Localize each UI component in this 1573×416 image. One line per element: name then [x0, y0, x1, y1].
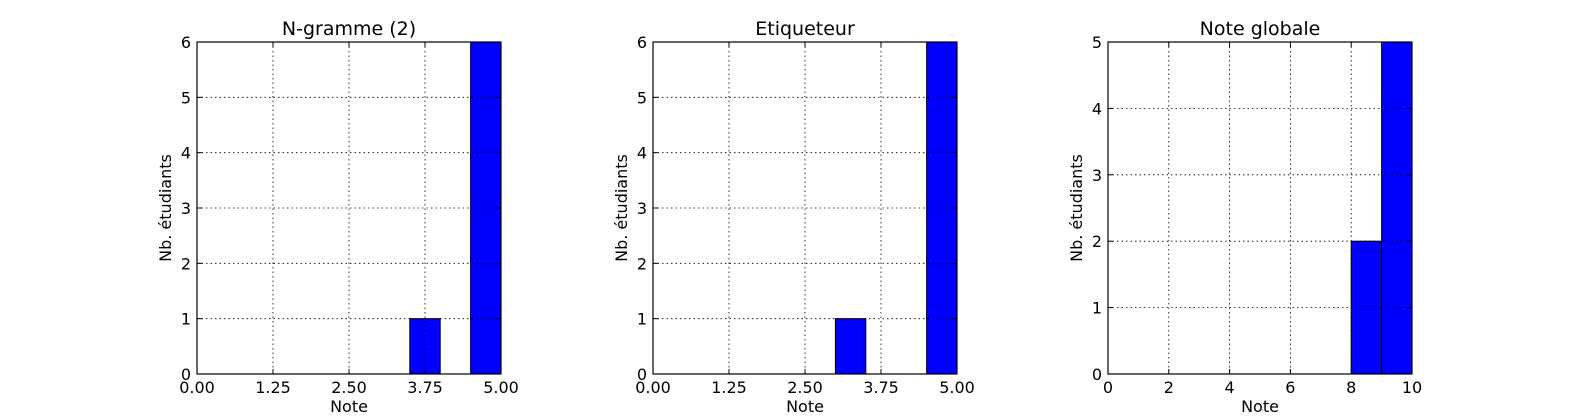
- x-tick-label: 1.25: [711, 378, 747, 397]
- histogram-panel-2: 0.00 1.25 2.50 3.75 5.00 0 1 2 3 4 5 6 Etiqueteur Not…: [612, 18, 975, 416]
- x-tick-label: 0: [1103, 378, 1113, 397]
- histogram-panel-1: 0.00 1.25 2.50 3.75 5.00 0 1 2 3 4 5 6 N-gramme (2) N…: [156, 18, 519, 416]
- y-tick-label: 0: [1092, 365, 1102, 384]
- histogram-bar: [1381, 41, 1413, 375]
- x-tick-label: 2.50: [787, 378, 823, 397]
- x-axis-label: Note: [1241, 397, 1279, 416]
- y-tick-label: 4: [637, 144, 647, 163]
- x-tick-label: 10: [1402, 378, 1422, 397]
- y-tick-label: 2: [1092, 232, 1102, 251]
- x-axis-label: Note: [786, 397, 824, 416]
- x-tick-label: 5.00: [483, 378, 519, 397]
- x-tick-label: 2: [1164, 378, 1174, 397]
- x-tick-label: 3.75: [407, 378, 443, 397]
- y-tick-label: 0: [637, 365, 647, 384]
- y-axis-label: Nb. étudiants: [1067, 154, 1086, 262]
- x-tick-label: 1.25: [255, 378, 291, 397]
- x-tick-label: 8: [1346, 378, 1356, 397]
- y-tick-label: 6: [181, 33, 191, 52]
- histogram-panel-3: 0 2 4 6 8 10 0 1 2 3 4 5 Note globale Note Nb. étudian…: [1067, 18, 1422, 416]
- y-tick-label: 1: [181, 310, 191, 329]
- chart-title: Etiqueteur: [755, 18, 855, 40]
- chart-title: N-gramme (2): [282, 18, 416, 40]
- y-tick-label: 3: [181, 199, 191, 218]
- histogram-bar: [834, 318, 867, 375]
- x-tick-label: 0.00: [635, 378, 671, 397]
- y-tick-label: 5: [1092, 33, 1102, 52]
- y-axis-label: Nb. étudiants: [612, 154, 631, 262]
- y-tick-label: 2: [637, 254, 647, 273]
- x-tick-label: 4: [1225, 378, 1235, 397]
- y-tick-label: 2: [181, 254, 191, 273]
- y-tick-label: 3: [1092, 166, 1102, 185]
- x-tick-label: 3.75: [863, 378, 899, 397]
- y-tick-label: 4: [1092, 99, 1102, 118]
- x-tick-label: 5.00: [939, 378, 975, 397]
- y-tick-label: 1: [1092, 299, 1102, 318]
- x-tick-label: 6: [1285, 378, 1295, 397]
- y-tick-label: 5: [637, 88, 647, 107]
- y-tick-label: 4: [181, 144, 191, 163]
- y-tick-label: 6: [637, 33, 647, 52]
- x-tick-label: 0.00: [179, 378, 215, 397]
- y-axis-label: Nb. étudiants: [156, 154, 175, 262]
- y-tick-label: 3: [637, 199, 647, 218]
- y-tick-label: 1: [637, 310, 647, 329]
- chart-title: Note globale: [1200, 18, 1321, 40]
- x-axis-label: Note: [330, 397, 368, 416]
- plot-area-frame: [1107, 41, 1413, 375]
- y-tick-label: 5: [181, 88, 191, 107]
- y-tick-label: 0: [181, 365, 191, 384]
- histogram-bar: [409, 318, 441, 375]
- x-tick-label: 2.50: [331, 378, 367, 397]
